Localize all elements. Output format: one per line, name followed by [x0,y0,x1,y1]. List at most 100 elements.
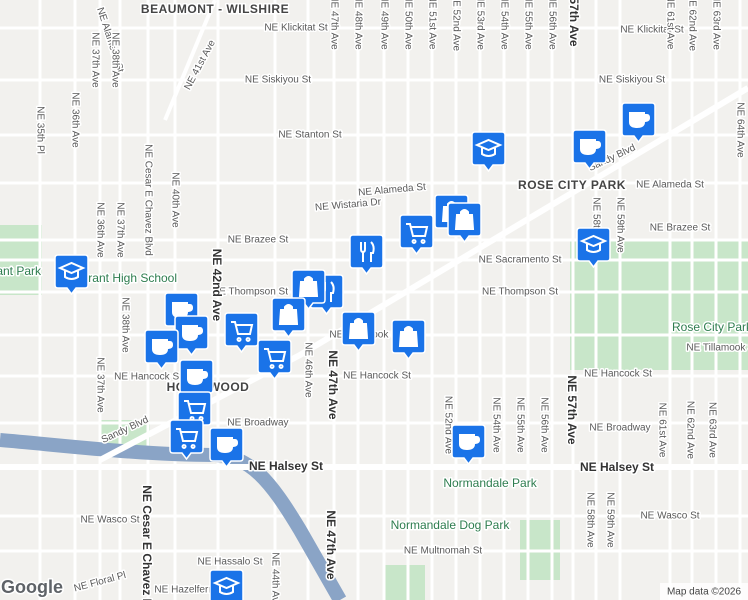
street-label: NE 58th Ave [584,492,595,548]
street-label: NE 46th Ave [302,342,313,398]
poi-pin [447,202,482,244]
street-label: NE Thompson St [212,287,288,298]
street-label: NE 40th Ave [169,172,180,228]
poi-pin [576,227,611,269]
poi-pin [391,319,426,361]
street-label: NE 36th Ave [69,92,80,148]
poi-pin [209,569,244,600]
street-label: NE 48th Ave [352,0,363,50]
street-label: NE 63rd Ave [706,402,717,458]
street-label: NE Stanton St [278,130,342,141]
street-label: NE 36th Ave [94,202,105,258]
street-label: NE 44th Ave [269,552,280,600]
street-label: NE 50th Ave [402,0,413,50]
street-label: NE Halsey St [580,460,654,474]
poi-icon [360,241,375,262]
street-label: NE 42nd Ave [210,249,224,322]
street-label: NE Sacramento St [479,255,562,266]
street-label: NE 47th Ave [324,510,338,579]
street-label: NE 52nd Ave [450,0,461,52]
street-label: NE Broadway [227,418,288,429]
poi-icon [217,437,239,454]
street-label: NE Hazelfern Pl [154,585,225,596]
street-label: NE 64th Ave [734,102,745,158]
street-label: NE Halsey St [249,459,323,473]
street-label: NE 35th Pl [34,106,45,154]
street-label: NE Siskiyou St [599,75,665,86]
poi-icon [182,325,204,342]
street-label: NE 37th Ave [94,357,105,413]
poi-pin [621,102,656,144]
street-label: NE 59th Ave [604,492,615,548]
google-logo: Google [1,577,63,597]
place-label: Grant Park [0,264,42,278]
street-label: NE Brazee St [228,235,289,246]
street-label: NE Alameda St [636,180,704,191]
street-label: NE 56th Ave [546,0,557,50]
street-label: NE Wistaria Dr [315,197,382,214]
pin-shape [576,227,611,269]
park-area [385,565,425,600]
street-label: NE 62nd Ave [684,401,695,460]
poi-pin [54,254,89,296]
street-label: NE 51st Ave [426,0,437,50]
street-label: NE Wasco St [80,515,139,526]
pin-shape [471,131,506,173]
street-label: NE Brazee St [650,223,711,234]
poi-pin [341,311,376,353]
street-label: NE Hancock St [584,369,652,380]
street-label: NE Klickitat St [620,25,684,36]
street-label: NE 55th Ave [522,0,533,50]
poi-icon [348,318,369,339]
street-label: NE Cesar E Chavez Blvd [140,485,154,600]
poi-pin [209,427,244,469]
poi-pin [349,234,384,276]
street-label: NE Multnomah St [404,546,483,557]
street-label: NE 47th Ave [326,350,340,419]
poi-icon [278,304,299,325]
street-label: NE Wasco St [640,511,699,522]
street-label: NE 57th Ave [565,375,579,444]
attribution: Map data ©2026 [667,587,742,598]
street-label: NE Hassalo St [197,557,262,568]
pin-shape [349,234,384,276]
poi-pin [257,339,292,381]
poi-pin [179,359,214,401]
poi-icon [176,428,199,449]
street-label: NE 54th Ave [490,397,501,453]
poi-icon [629,112,651,129]
street-label: NE Tillamook St [686,343,748,354]
poi-icon [579,234,608,253]
street-label: NE 37th Ave [89,32,100,88]
poi-icon [57,261,86,280]
street-label: NE 55th Ave [514,397,525,453]
street-label: NE 47th Ave [328,0,339,50]
place-label: Normandale Dog Park [391,518,511,532]
poi-icon [580,139,602,156]
poi-icon [406,223,429,244]
pin-shape [209,569,244,600]
street-label: NE 56th Ave [538,397,549,453]
pin-shape [169,419,204,461]
street-label: NE 57th Ave [567,0,581,47]
poi-pin [144,329,179,371]
street-label: NE 37th Ave [114,202,125,258]
poi-icon [298,276,319,297]
poi-icon [264,348,287,369]
poi-pin [224,312,259,354]
poi-pin [271,297,306,339]
street-label: NE 63rd Ave [710,0,721,50]
street-label: NE Cesar E Chavez Blvd [142,144,153,256]
poi-pin [169,419,204,461]
street-label: NE 54th Ave [498,0,509,50]
poi-icon [474,138,503,157]
neighborhood-label: ROSE CITY PARK [518,178,626,192]
poi-icon [454,209,475,230]
street-label: NE 38th Ave [119,297,130,353]
pin-shape [257,339,292,381]
street-label: NE Klickitat St [264,23,328,34]
poi-pin [399,214,434,256]
street-label: NE Siskiyou St [245,75,311,86]
